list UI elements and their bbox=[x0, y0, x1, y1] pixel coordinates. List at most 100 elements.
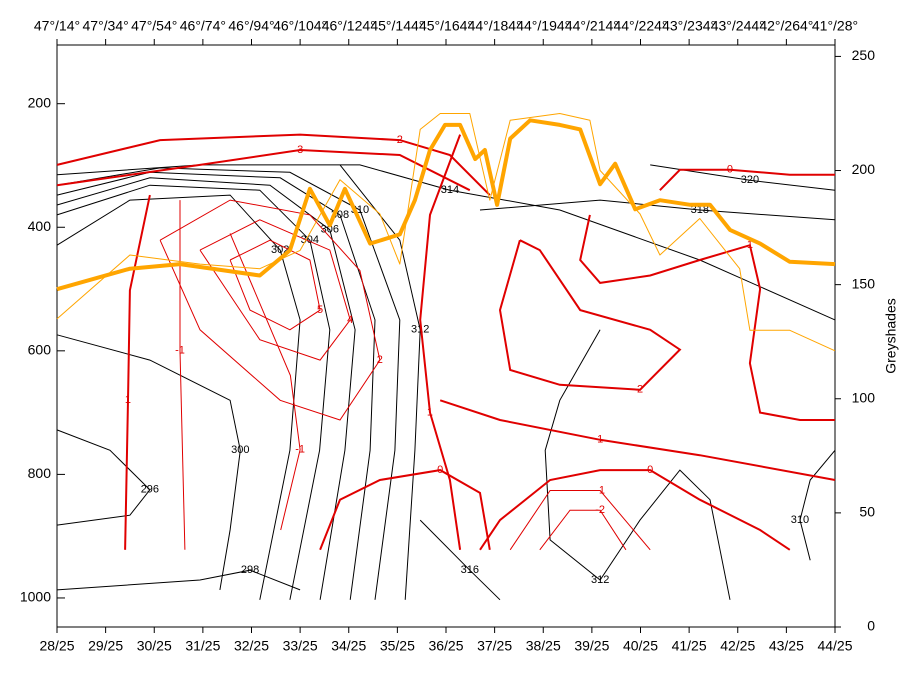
contour-line bbox=[509, 490, 651, 551]
y2-tick-label: 50 bbox=[859, 504, 875, 520]
x2-tick-label: 42°/264° bbox=[759, 18, 813, 34]
contour-line bbox=[229, 233, 301, 531]
contour-label: 314 bbox=[441, 184, 459, 196]
line bbox=[56, 113, 836, 352]
contour-label: 2 bbox=[397, 134, 403, 146]
y2-tick-label: 0 bbox=[867, 618, 875, 634]
y-tick-label: 600 bbox=[28, 342, 52, 358]
x2-tick-label: 45°/144° bbox=[370, 18, 424, 34]
x2-tick-label: 43°/244° bbox=[711, 18, 765, 34]
contour-line bbox=[544, 329, 731, 600]
contour-label: 312 bbox=[591, 574, 609, 586]
x2-tick-label: 46°/94° bbox=[228, 18, 274, 34]
contour-line bbox=[319, 469, 491, 551]
y2-tick-label: 150 bbox=[852, 275, 876, 291]
contour-label: 298 bbox=[241, 564, 259, 576]
x2-tick-label: 44°/194° bbox=[516, 18, 570, 34]
x2-tick-label: 41°/28° bbox=[812, 18, 858, 34]
contour-label: 1 bbox=[427, 407, 433, 419]
y2-tick-label: 200 bbox=[852, 161, 876, 177]
contour-label: 2 bbox=[377, 354, 383, 366]
contour-line bbox=[229, 239, 321, 331]
contour-label: -1 bbox=[295, 444, 305, 456]
contour-line bbox=[56, 569, 301, 591]
contour-label: 300 bbox=[231, 444, 249, 456]
contour-label: 0 bbox=[647, 464, 653, 476]
contour-label: 296 bbox=[141, 484, 159, 496]
y-tick-label: 400 bbox=[28, 218, 52, 234]
x2-tick-label: 46°/124° bbox=[322, 18, 376, 34]
contour-label: -2 bbox=[595, 504, 605, 516]
contour-line bbox=[439, 399, 836, 481]
x-tick-label: 29/25 bbox=[88, 638, 123, 654]
x-tick-label: 36/25 bbox=[428, 638, 463, 654]
contour-label: 1 bbox=[125, 394, 131, 406]
x-tick-label: 34/25 bbox=[331, 638, 366, 654]
x-tick-label: 28/25 bbox=[39, 638, 74, 654]
x-tick-label: 35/25 bbox=[380, 638, 415, 654]
x2-tick-label: 47°/54° bbox=[131, 18, 177, 34]
contour-line bbox=[498, 239, 682, 391]
contour-line bbox=[56, 334, 241, 590]
contour-label: 318 bbox=[691, 204, 709, 216]
x-tick-label: 40/25 bbox=[623, 638, 658, 654]
contour-line bbox=[56, 177, 356, 600]
contour-label: 316 bbox=[461, 564, 479, 576]
contour-label: 5 bbox=[317, 304, 323, 316]
y-tick-label: 1000 bbox=[20, 589, 51, 605]
contour-line bbox=[56, 184, 331, 600]
contour-line bbox=[56, 429, 151, 526]
contour-label: 1 bbox=[597, 434, 603, 446]
x2-tick-label: 46°/104° bbox=[273, 18, 327, 34]
x-tick-label: 43/25 bbox=[769, 638, 804, 654]
x2-tick-label: 45°/164° bbox=[419, 18, 473, 34]
x2-tick-label: 44°/184° bbox=[468, 18, 522, 34]
x-tick-label: 44/25 bbox=[817, 638, 852, 654]
contour-label: 0 bbox=[727, 164, 733, 176]
y2-tick-label: 250 bbox=[852, 47, 876, 63]
x2-tick-label: 46°/74° bbox=[180, 18, 226, 34]
contour-line bbox=[56, 133, 491, 196]
x-tick-label: 42/25 bbox=[720, 638, 755, 654]
contour-line bbox=[159, 199, 381, 421]
y2-axis-label: Greyshades bbox=[883, 298, 899, 373]
contour-line bbox=[124, 194, 151, 550]
x-tick-label: 38/25 bbox=[526, 638, 561, 654]
contour-label: -1 bbox=[175, 345, 185, 357]
x2-tick-label: 44°/214° bbox=[565, 18, 619, 34]
contour-line bbox=[56, 194, 301, 600]
contour-label: -1 bbox=[595, 484, 605, 496]
y-tick-label: 800 bbox=[28, 465, 52, 481]
x2-tick-label: 47°/34° bbox=[83, 18, 129, 34]
x-tick-label: 31/25 bbox=[185, 638, 220, 654]
contour-line bbox=[199, 219, 351, 361]
line bbox=[56, 118, 836, 292]
contour-line bbox=[479, 469, 791, 551]
y-tick-label: 200 bbox=[28, 94, 52, 110]
contour-line bbox=[179, 200, 186, 550]
contour-line bbox=[799, 449, 836, 561]
contour-label: 310 bbox=[791, 514, 809, 526]
contour-label: 320 bbox=[741, 174, 759, 186]
x-tick-label: 32/25 bbox=[234, 638, 269, 654]
x-tick-label: 33/25 bbox=[283, 638, 318, 654]
contour-line bbox=[419, 519, 501, 601]
x2-tick-label: 47°/14° bbox=[34, 18, 80, 34]
contour-label: 312 bbox=[411, 324, 429, 336]
contour-label: 0 bbox=[437, 464, 443, 476]
x2-tick-label: 44°/224° bbox=[613, 18, 667, 34]
contour-label: 2 bbox=[637, 384, 643, 396]
y2-tick-label: 100 bbox=[852, 389, 876, 405]
contour-line bbox=[539, 509, 627, 551]
contour-line bbox=[579, 214, 835, 421]
x-tick-label: 39/25 bbox=[574, 638, 609, 654]
contour-label: 4 bbox=[347, 314, 353, 326]
contour-label: 1 bbox=[747, 239, 753, 251]
x-tick-label: 30/25 bbox=[137, 638, 172, 654]
x-tick-label: 37/25 bbox=[477, 638, 512, 654]
x-tick-label: 41/25 bbox=[672, 638, 707, 654]
contour-label: 3 bbox=[297, 144, 303, 156]
contour-line bbox=[419, 134, 462, 550]
